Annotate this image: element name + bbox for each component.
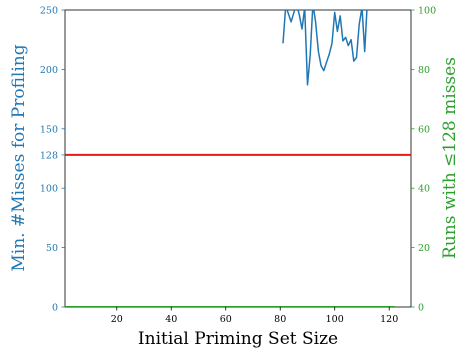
x-tick-label: 20 — [111, 314, 123, 325]
x-axis-label: Initial Priming Set Size — [138, 329, 338, 349]
chart-marks: 20 40 60 80 100 120 0 50 100 128 150 200 250 0 20 40 60 8… — [40, 6, 436, 326]
y-left-tick-label: 50 — [46, 243, 58, 254]
y-right-tick-label: 40 — [418, 184, 430, 195]
y-left-tick-label: 128 — [40, 150, 58, 161]
x-tick-label: 60 — [220, 314, 232, 325]
y-right-tick-label: 20 — [418, 243, 430, 254]
series-line-min-misses — [282, 10, 368, 86]
y-left-tick-label: 0 — [52, 303, 58, 314]
y-right-tick-label: 0 — [418, 303, 424, 314]
plot-frame — [64, 9, 412, 308]
y-right-tick-label: 80 — [418, 65, 430, 76]
y-right-tick-label: 100 — [418, 6, 436, 17]
y-right-tick-label: 60 — [418, 124, 430, 135]
x-tick-label: 120 — [380, 314, 398, 325]
x-tick-label: 80 — [274, 314, 286, 325]
x-tick-label: 40 — [165, 314, 177, 325]
y-axis-right-label: Runs with ≤128 misses — [440, 57, 460, 259]
y-left-tick-label: 250 — [40, 6, 58, 17]
y-axis-left-label: Min. #Misses for Profiling — [9, 44, 29, 271]
x-tick-label: 100 — [326, 314, 344, 325]
y-left-tick-label: 150 — [40, 124, 58, 135]
y-left-tick-label: 200 — [40, 65, 58, 76]
y-left-tick-label: 100 — [40, 184, 58, 195]
